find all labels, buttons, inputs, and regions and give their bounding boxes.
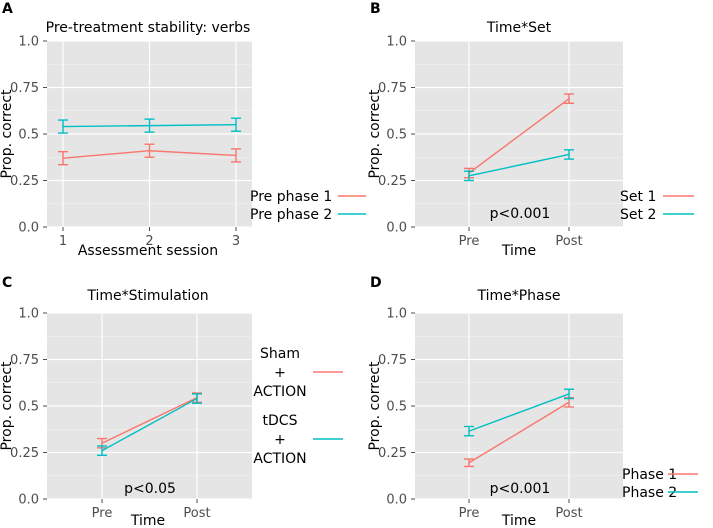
series-line <box>101 397 198 452</box>
error-bar <box>464 458 474 468</box>
panel-d: D Time*Phase 0.0 0.25 0.5 0.75 1.0 Pre Post Time P… <box>367 275 698 528</box>
x-tick-label: Post <box>183 506 210 521</box>
panel-b: B Time*Set 0.0 0.25 0.5 0.75 1.0 Pre Post Time Pro… <box>367 1 694 259</box>
y-tick-label: 0.25 <box>378 446 407 461</box>
y-tick-label: 1.0 <box>18 307 39 322</box>
x-tick-label: Pre <box>459 506 480 521</box>
y-tick-label: 0.0 <box>386 493 407 508</box>
y-axis-label: Prop. correct <box>0 89 15 179</box>
error-bar <box>144 143 155 158</box>
x-tick-label: Post <box>555 234 582 249</box>
series-line <box>101 396 198 444</box>
panel-c: C Time*Stimulation 0.0 0.25 0.5 0.75 1.0 Pre Pos… <box>0 275 343 528</box>
series-line <box>468 153 570 177</box>
legend: Sham + ACTION tDCS + ACTION <box>253 346 343 467</box>
legend: Set 1 Set 2 <box>620 189 694 223</box>
y-tick-label: 0.75 <box>378 81 407 96</box>
legend-label: Set 2 <box>620 207 656 223</box>
error-bar <box>58 150 68 166</box>
legend: Phase 1 Phase 2 <box>622 467 698 501</box>
x-tick-label: 1 <box>59 234 67 249</box>
y-tick-label: 0.25 <box>10 446 39 461</box>
legend-label: Pre phase 2 <box>250 207 332 223</box>
series-line <box>468 98 570 174</box>
panel-a: A Pre-treatment stability: verbs 0.0 0.25 0.… <box>0 1 366 259</box>
legend-label: Set 1 <box>620 189 656 205</box>
error-bar <box>231 117 241 132</box>
x-axis-label: Assessment session <box>78 243 218 259</box>
error-bar <box>464 170 474 182</box>
legend: Pre phase 1 Pre phase 2 <box>250 189 366 223</box>
y-tick-label: 0.5 <box>18 128 39 143</box>
error-bar <box>58 119 68 134</box>
y-tick-label: 0.5 <box>386 400 407 415</box>
error-bar <box>564 388 574 400</box>
significance-annotation: p<0.001 <box>490 481 551 497</box>
y-axis-label: Prop. correct <box>367 361 383 451</box>
y-tick-label: 0.0 <box>18 221 39 236</box>
legend-label: Sham + ACTION <box>253 346 306 400</box>
chart-title: Time*Phase <box>476 288 560 304</box>
x-tick-label: 3 <box>232 234 240 249</box>
x-axis-label: Time <box>130 513 165 528</box>
chart-title: Pre-treatment stability: verbs <box>46 20 251 36</box>
chart-title: Time*Set <box>486 20 552 36</box>
x-tick-label: Pre <box>92 506 113 521</box>
x-tick-label: Post <box>555 506 582 521</box>
legend-label: Pre phase 1 <box>250 189 332 205</box>
y-tick-label: 0.5 <box>18 400 39 415</box>
error-bar <box>464 425 474 437</box>
legend-label: tDCS + ACTION <box>253 413 306 467</box>
panel-letter: D <box>370 275 382 291</box>
error-bar <box>97 445 107 456</box>
y-tick-label: 0.0 <box>18 493 39 508</box>
y-tick-label: 0.25 <box>10 174 39 189</box>
series-line <box>468 393 570 432</box>
error-bar <box>192 393 202 404</box>
y-axis-label: Prop. correct <box>0 361 15 451</box>
y-tick-label: 0.75 <box>378 353 407 368</box>
panel-letter: A <box>2 1 13 17</box>
significance-annotation: p<0.05 <box>124 481 176 497</box>
x-axis-label: Time <box>501 513 536 528</box>
y-tick-label: 0.0 <box>386 221 407 236</box>
y-tick-label: 0.75 <box>10 353 39 368</box>
series-line <box>468 401 570 464</box>
x-tick-label: Pre <box>459 234 480 249</box>
y-axis-label: Prop. correct <box>367 89 383 179</box>
y-tick-label: 1.0 <box>386 307 407 322</box>
x-axis-label: Time <box>501 243 536 259</box>
error-bar <box>564 149 574 160</box>
x-tick-label: 2 <box>145 234 153 249</box>
panel-letter: B <box>370 1 381 17</box>
chart-title: Time*Stimulation <box>86 288 208 304</box>
error-bar <box>231 148 241 163</box>
y-tick-label: 1.0 <box>18 35 39 50</box>
panel-letter: C <box>2 275 12 291</box>
y-tick-label: 0.25 <box>378 174 407 189</box>
legend-label: Phase 2 <box>622 485 677 501</box>
significance-annotation: p<0.001 <box>490 206 551 222</box>
y-tick-label: 0.75 <box>10 81 39 96</box>
y-tick-label: 0.5 <box>386 128 407 143</box>
y-tick-label: 1.0 <box>386 35 407 50</box>
legend-label: Phase 1 <box>622 467 677 483</box>
error-bar <box>144 118 155 133</box>
error-bar <box>564 93 574 105</box>
